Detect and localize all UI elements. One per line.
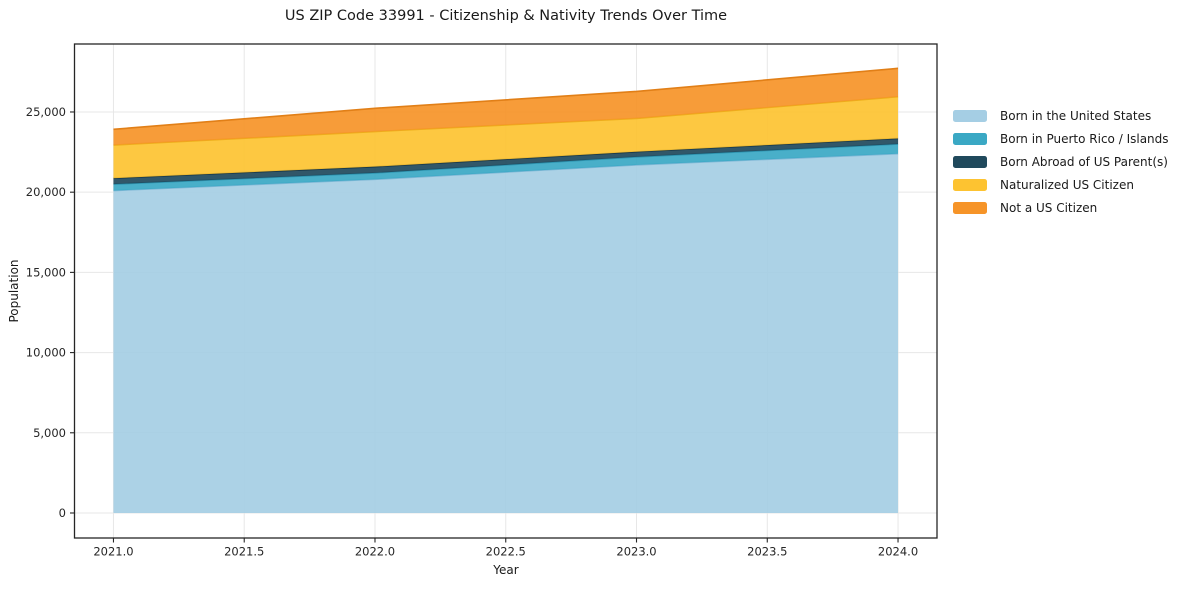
x-axis-label: Year [493,563,519,577]
legend-item-born-abroad-of-us-parent-s: Born Abroad of US Parent(s) [953,150,1169,173]
area-born-in-the-united-states [113,153,899,513]
legend-swatch-icon [953,178,987,191]
legend-item-naturalized-us-citizen: Naturalized US Citizen [953,173,1169,196]
area-not-a-us-citizen [113,68,899,146]
x-tick-label: 2022.5 [486,545,526,559]
y-tick-label: 20,000 [26,185,66,199]
y-tick-label: 5,000 [33,426,66,440]
legend-swatch-icon [953,132,987,145]
legend-item-born-in-the-united-states: Born in the United States [953,104,1169,127]
x-tick-label: 2024.0 [878,545,918,559]
x-tick-label: 2021.5 [224,545,264,559]
y-tick-label: 15,000 [26,265,66,279]
legend-item-born-in-puerto-rico-islands: Born in Puerto Rico / Islands [953,127,1169,150]
legend-swatch-icon [953,201,987,214]
legend-label: Naturalized US Citizen [1000,177,1134,192]
area-edge-not-a-us-citizen [113,67,899,131]
y-tick-label: 0 [59,506,66,520]
legend-swatch-icon [953,109,987,122]
y-tick-label: 25,000 [26,105,66,119]
legend-swatch-icon [953,155,987,168]
legend-label: Born in Puerto Rico / Islands [1000,131,1169,146]
legend-item-not-a-us-citizen: Not a US Citizen [953,196,1169,219]
area-born-in-puerto-rico-islands [113,144,899,191]
y-tick-label: 10,000 [26,346,66,360]
legend-label: Born in the United States [1000,108,1152,123]
x-tick-label: 2021.0 [93,545,133,559]
area-born-abroad-of-us-parent-s [113,138,899,185]
legend: Born in the United States Born in Puerto … [953,104,1169,219]
chart-title: US ZIP Code 33991 - Citizenship & Nativi… [284,8,728,24]
x-tick-label: 2023.0 [616,545,656,559]
area-naturalized-us-citizen [113,96,899,179]
y-axis-label: Population [7,259,21,323]
legend-label: Not a US Citizen [1000,200,1098,215]
x-tick-label: 2023.5 [747,545,787,559]
x-tick-label: 2022.0 [355,545,395,559]
legend-label: Born Abroad of US Parent(s) [1000,154,1168,169]
